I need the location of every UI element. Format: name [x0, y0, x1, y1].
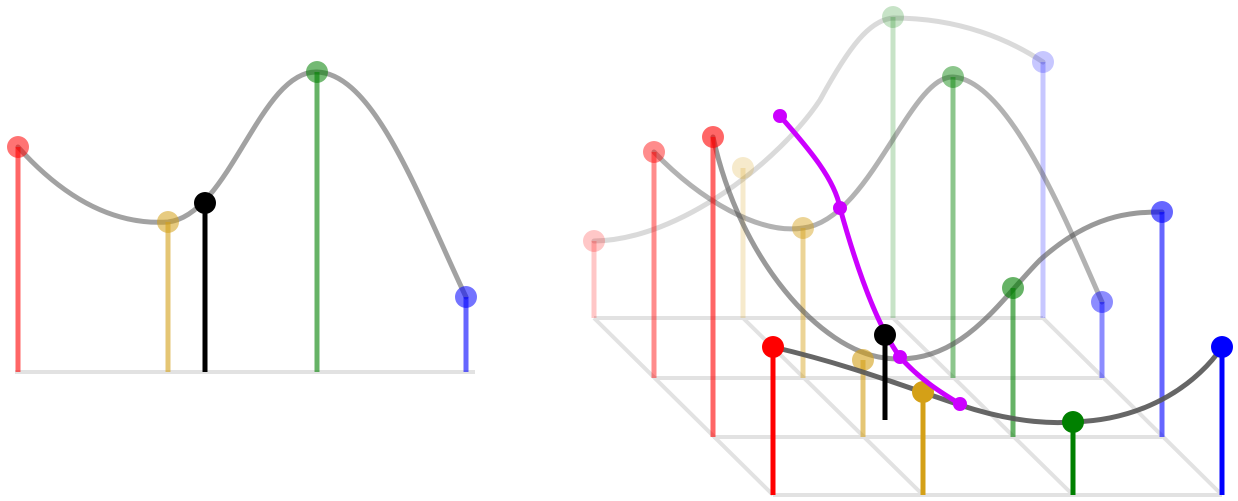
interpolated-point-magenta-4	[953, 397, 967, 411]
grid-column-green	[891, 316, 1075, 497]
control-point-blue	[455, 286, 477, 308]
control-point-row3-gold	[852, 349, 874, 371]
control-point-row1-green	[882, 6, 904, 28]
control-point-row2-green	[942, 66, 964, 88]
control-point-row1-red	[583, 230, 605, 252]
control-point-row1-blue	[1032, 51, 1054, 73]
control-point-red	[7, 136, 29, 158]
evaluated-point-black	[194, 192, 216, 214]
control-point-row4-red	[762, 336, 784, 358]
control-point-row1-gold	[732, 157, 754, 179]
interpolated-point-magenta-3	[893, 350, 907, 364]
interpolated-column-curve	[777, 113, 963, 407]
control-point-row3-blue	[1151, 201, 1173, 223]
control-point-gold	[157, 211, 179, 233]
control-point-row4-green	[1062, 411, 1084, 433]
evaluated-point-black	[874, 324, 896, 346]
control-point-row2-gold	[792, 217, 814, 239]
grid-column-blue	[1041, 316, 1224, 497]
interpolated-point-magenta-1	[773, 109, 787, 123]
control-point-row4-blue	[1211, 336, 1233, 358]
interpolated-point-magenta-2	[833, 201, 847, 215]
control-point-row2-blue	[1091, 291, 1113, 313]
row-curve-3	[710, 134, 1165, 362]
row-curve-2	[651, 74, 1105, 305]
control-point-row3-green	[1002, 277, 1024, 299]
bezier-curve	[15, 69, 469, 300]
control-point-row3-red	[702, 126, 724, 148]
control-point-green	[306, 61, 328, 83]
left-panel-1d-curve	[7, 61, 477, 374]
control-point-row2-red	[643, 141, 665, 163]
row-curve-1	[591, 15, 1046, 244]
right-panel-2d-patch	[583, 6, 1233, 497]
control-point-row4-gold	[912, 381, 934, 403]
grid-column-red	[592, 316, 775, 497]
row-curve-4	[770, 344, 1225, 426]
